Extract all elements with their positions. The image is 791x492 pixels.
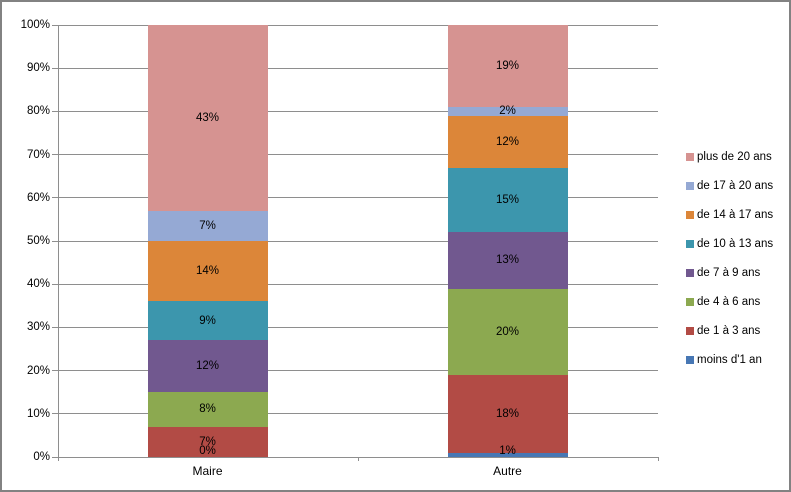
data-label: 13% — [495, 254, 520, 267]
legend-label: de 17 à 20 ans — [697, 179, 774, 192]
x-axis-tick — [357, 457, 359, 461]
legend-swatch-icon — [686, 210, 694, 219]
data-label: 43% — [195, 111, 220, 124]
legend-swatch-icon — [686, 152, 694, 161]
gridline — [52, 197, 658, 199]
data-label: 9% — [199, 314, 216, 327]
data-label: 20% — [495, 325, 520, 338]
gridline — [52, 154, 658, 156]
legend-label: de 7 à 9 ans — [697, 266, 761, 279]
x-axis-tick — [658, 457, 659, 461]
legend-swatch-icon — [686, 239, 694, 248]
y-axis-tick-label: 0% — [33, 451, 50, 463]
legend-swatch-icon — [686, 297, 694, 306]
y-axis — [57, 25, 59, 457]
legend-label: moins d'1 an — [697, 353, 762, 366]
y-axis-tick-label: 30% — [26, 321, 50, 334]
legend-label: de 4 à 6 ans — [697, 295, 761, 308]
data-label: 18% — [495, 407, 520, 420]
y-axis-tick-label: 20% — [26, 364, 50, 377]
bar-segment — [447, 452, 568, 457]
legend-item: de 1 à 3 ans — [686, 316, 773, 345]
bar-segment — [447, 374, 568, 453]
y-axis-tick-label: 70% — [26, 148, 50, 161]
x-axis-tick — [57, 457, 59, 461]
data-label: 2% — [499, 105, 516, 118]
data-label: 14% — [195, 265, 220, 278]
legend-item: plus de 20 ans — [686, 142, 773, 171]
data-label: 1% — [499, 444, 516, 457]
data-label: 7% — [199, 435, 216, 448]
bar-segment — [147, 25, 268, 211]
category-axis-label: Maire — [192, 464, 223, 478]
gridline — [52, 283, 658, 285]
bar-segment — [147, 241, 268, 302]
legend-item: de 7 à 9 ans — [686, 258, 773, 287]
legend-item: de 10 à 13 ans — [686, 229, 773, 258]
legend-label: plus de 20 ans — [697, 150, 772, 163]
data-label: 15% — [495, 193, 520, 206]
legend-swatch-icon — [686, 268, 694, 277]
bar-segment — [147, 426, 268, 457]
bar-segment — [447, 25, 568, 108]
x-axis — [52, 456, 658, 458]
bar-segment — [147, 392, 268, 427]
legend-swatch-icon — [686, 326, 694, 335]
y-axis-tick-label: 60% — [26, 191, 50, 204]
y-axis-tick-label: 80% — [26, 105, 50, 118]
y-axis-tick-label: 10% — [26, 407, 50, 420]
bar-segment — [447, 115, 568, 168]
data-label: 12% — [195, 360, 220, 373]
bar-segment — [447, 288, 568, 375]
y-axis-tick-label: 40% — [26, 278, 50, 291]
legend-label: de 10 à 13 ans — [697, 237, 774, 250]
gridline — [52, 110, 658, 112]
y-axis-tick-label: 90% — [26, 62, 50, 75]
bar-segment — [447, 107, 568, 116]
data-label: 7% — [199, 219, 216, 232]
data-label: 0% — [199, 444, 216, 457]
chart-legend: plus de 20 ans de 17 à 20 ans de 14 à 17 a… — [686, 142, 773, 374]
y-axis-tick-label: 100% — [20, 19, 50, 31]
data-label: 8% — [199, 403, 216, 416]
bar-segment — [147, 340, 268, 393]
legend-swatch-icon — [686, 355, 694, 364]
gridline — [52, 326, 658, 328]
gridline — [52, 24, 658, 26]
legend-item: de 4 à 6 ans — [686, 287, 773, 316]
category-axis-label: Autre — [493, 464, 522, 478]
legend-item: moins d'1 an — [686, 345, 773, 374]
legend-label: de 14 à 17 ans — [697, 208, 774, 221]
gridline — [52, 67, 658, 69]
gridline — [52, 413, 658, 415]
gridline — [52, 240, 658, 242]
legend-item: de 14 à 17 ans — [686, 200, 773, 229]
legend-label: de 1 à 3 ans — [697, 324, 761, 337]
bar-segment — [447, 167, 568, 233]
data-label: 19% — [495, 60, 520, 73]
legend-swatch-icon — [686, 181, 694, 190]
bar-segment — [147, 301, 268, 341]
legend-item: de 17 à 20 ans — [686, 171, 773, 200]
bar-segment — [447, 232, 568, 289]
gridline — [52, 370, 658, 372]
y-axis-tick-label: 50% — [26, 235, 50, 247]
bar-segment — [147, 210, 268, 241]
data-label: 12% — [495, 135, 520, 148]
